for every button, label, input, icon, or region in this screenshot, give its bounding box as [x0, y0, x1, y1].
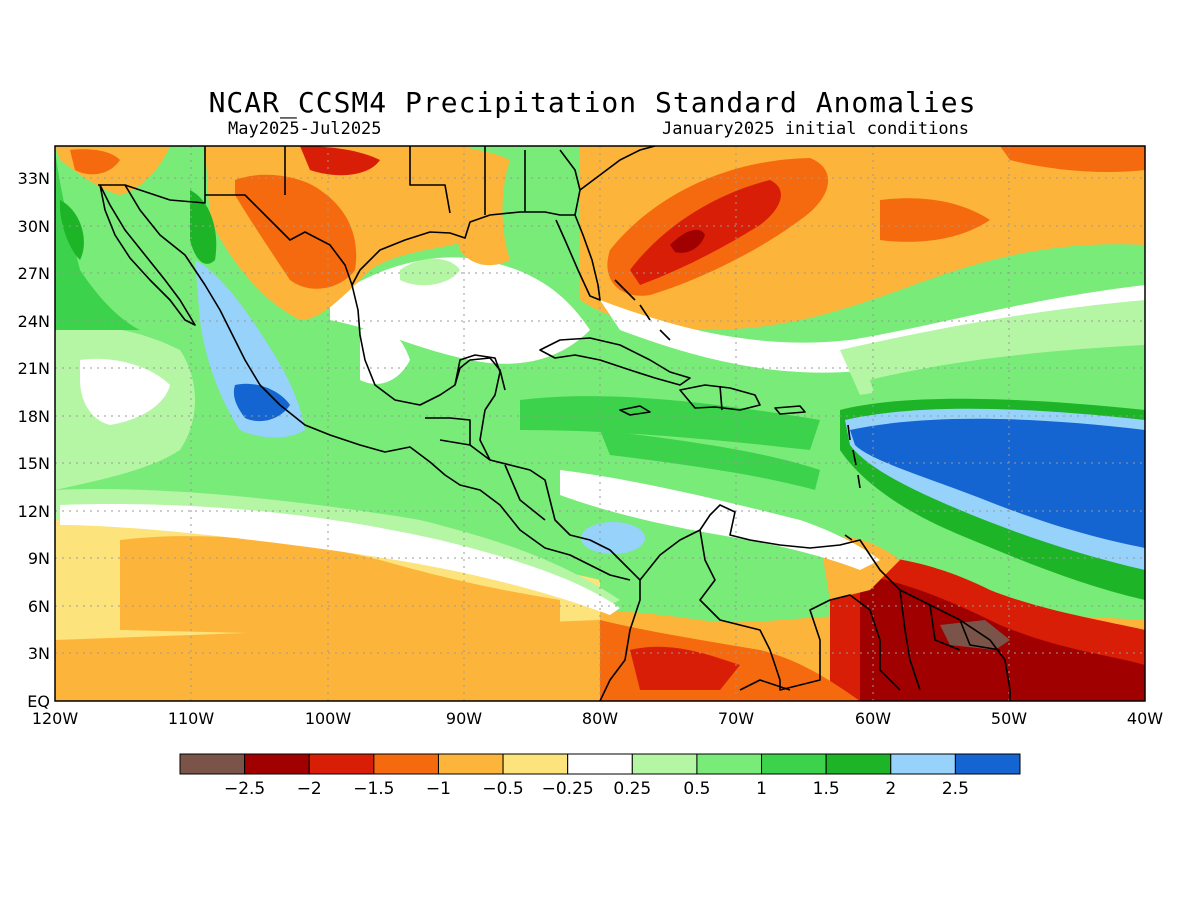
colorbar-swatch — [954, 753, 1021, 775]
colorbar-swatch — [631, 753, 698, 775]
map-title: NCAR_CCSM4 Precipitation Standard Anomal… — [208, 86, 977, 119]
lon-tick: 120W — [32, 709, 79, 728]
colorbar-swatch — [567, 753, 633, 775]
graticule — [55, 146, 1145, 701]
colorbar-swatch — [761, 753, 827, 775]
lon-tick: 80W — [582, 709, 618, 728]
longitude-axis: 120W 110W 100W 90W 80W 70W 60W 50W 40W — [32, 709, 1163, 728]
colorbar-label: −1.5 — [353, 779, 394, 799]
colorbar-label: 1 — [756, 779, 767, 799]
lat-tick: 33N — [18, 169, 50, 188]
lon-tick: 50W — [991, 709, 1027, 728]
colorbar-label: −2 — [297, 779, 322, 799]
lon-tick: 110W — [168, 709, 215, 728]
colorbar-swatch — [437, 753, 504, 775]
lon-tick: 40W — [1127, 709, 1163, 728]
coastlines — [98, 146, 1011, 701]
anomaly-field — [55, 146, 1145, 701]
lat-tick: EQ — [27, 692, 50, 711]
forecast-period: May2025-Jul2025 — [228, 119, 382, 139]
colorbar-swatch — [244, 753, 310, 775]
colorbar-legend: −2.5 −2 −1.5 −1 −0.5 −0.25 0.25 0.5 1 1.5 2 2.5 — [179, 753, 1021, 799]
colorbar-swatch — [696, 753, 763, 775]
lat-tick: 30N — [18, 217, 50, 236]
map-frame — [54, 145, 1146, 702]
colorbar-label: 0.5 — [683, 779, 710, 799]
lat-tick: 9N — [28, 549, 50, 568]
lat-tick: 18N — [18, 407, 50, 426]
lon-tick: 100W — [305, 709, 352, 728]
lon-tick: 90W — [446, 709, 482, 728]
lat-tick: 12N — [18, 502, 50, 521]
colorbar-label: −0.5 — [482, 779, 523, 799]
initial-conditions: January2025 initial conditions — [662, 119, 970, 139]
colorbar-swatch — [890, 753, 956, 775]
colorbar-swatch — [502, 753, 569, 775]
colorbar-label: 2 — [885, 779, 896, 799]
colorbar-label: 1.5 — [813, 779, 840, 799]
lat-tick: 27N — [18, 264, 50, 283]
colorbar-label: −2.5 — [224, 779, 265, 799]
colorbar-label: 0.25 — [613, 779, 651, 799]
lon-tick: 70W — [718, 709, 754, 728]
lat-tick: 15N — [18, 454, 50, 473]
lat-tick: 6N — [28, 597, 50, 616]
lat-tick: 21N — [18, 359, 50, 378]
colorbar-swatch — [179, 753, 246, 775]
lat-tick: 24N — [18, 312, 50, 331]
colorbar-swatch — [373, 753, 439, 775]
colorbar-label: −1 — [426, 779, 451, 799]
colorbar-swatch — [308, 753, 375, 775]
lat-tick: 3N — [28, 644, 50, 663]
colorbar-label: 2.5 — [942, 779, 969, 799]
colorbar-label: −0.25 — [542, 779, 594, 799]
latitude-axis: 33N 30N 27N 24N 21N 18N 15N 12N 9N 6N 3N… — [18, 169, 50, 711]
lon-tick: 60W — [855, 709, 891, 728]
colorbar-swatch — [825, 753, 892, 775]
